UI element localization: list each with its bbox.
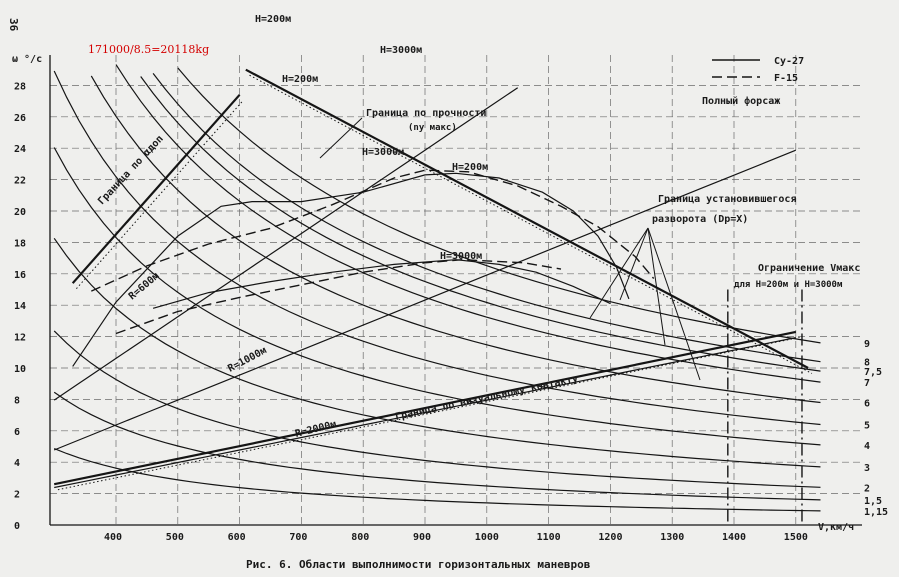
label-strength-sub: (nу макс) [408,123,457,133]
label-turn-boundary: Граница установившегося [658,194,796,205]
boundaries [53,68,813,525]
y-tick-label: 6 [14,427,20,438]
y-tick-label: 14 [14,301,26,312]
label-turn-boundary-sub: разворота (Dр=X) [652,214,748,225]
legend: Cy-27 F-15 Полный форсаж [702,56,804,107]
y-tick-label: 0 [14,521,20,532]
overload-curve [53,391,821,501]
overload-label: 7 [864,378,870,389]
y-axis-label: ω °/c [12,54,42,65]
overload-label: 7,5 [864,367,882,378]
label-h3000-lower: Н=3000м [440,251,482,262]
overload-label: 1,15 [864,507,888,518]
handwritten-note: 171000/8.5=20118kg [88,43,209,56]
turn-limit-curve [91,169,655,292]
x-tick-label: 800 [351,532,369,543]
y-tick-label: 10 [14,364,26,375]
x-tick-label: 1100 [537,532,561,543]
page-number: 36 [7,18,20,32]
legend-label-f15: F-15 [774,73,798,84]
overload-curve [90,75,821,404]
annotation-pointer [619,227,649,301]
label-h3000-mid: Н=3000м [362,147,404,158]
x-tick-label: 1000 [475,532,499,543]
overload-label: 6 [864,399,870,410]
annotation-pointer [647,227,666,346]
overload-label: 5 [864,421,870,432]
label-h3000-top: Н=3000м [380,45,422,56]
figure-caption: Рис. 6. Области выполнимости горизонталь… [246,558,590,571]
label-speed-limit-sub: для Н=200м и Н=3000м [734,280,843,290]
x-tick-label: 1200 [598,532,622,543]
y-tick-label: 2 [14,490,20,501]
y-tick-label: 26 [14,113,26,124]
label-radius-600: R=600м [127,271,162,303]
x-tick-label: 1500 [784,532,808,543]
x-tick-label: 1400 [722,532,746,543]
y-tick-label: 28 [14,81,26,92]
overload-curve [53,330,821,488]
label-h200-top: Н=200м [255,14,291,25]
turn-limit-curve [115,258,562,335]
overload-label: 8 [864,358,870,369]
y-tick-label: 12 [14,333,26,344]
radius-line [54,337,796,489]
curve-family [53,64,821,512]
radius-line [53,149,797,451]
boundary-line [71,94,241,284]
label-alpha-boundary: Граница по αдоп [96,133,166,207]
turn-limit-curve [72,172,630,367]
grid [50,55,862,525]
label-radius-1000: R=1000м [226,345,268,375]
x-tick-label: 900 [413,532,431,543]
boundary-line [245,68,809,369]
legend-subtitle: Полный форсаж [702,95,780,107]
overload-curve [53,237,821,468]
x-tick-label: 500 [166,532,184,543]
label-radius-2000: R=2000м [294,419,338,440]
y-tick-label: 4 [14,458,20,469]
overload-label: 2 [864,483,870,494]
y-tick-label: 16 [14,270,26,281]
annotation-pointer [589,227,649,319]
overload-curve [152,73,821,363]
overload-curve [115,64,821,383]
overload-label: 3 [864,463,870,474]
overload-label: 1,5 [864,496,882,507]
y-tick-label: 24 [14,144,26,155]
axes [49,55,862,526]
x-tick-label: 600 [228,532,246,543]
label-strength-boundary: Граница по прочности [366,108,486,119]
y-tick-label: 22 [14,176,26,187]
x-tick-label: 700 [289,532,307,543]
x-tick-label: 400 [104,532,122,543]
overload-label: 4 [864,441,870,452]
annotation-pointer [647,227,701,381]
overload-curve [53,147,821,446]
y-tick-label: 8 [14,395,20,406]
label-speed-limit: Ограничение Vмакс [758,263,860,274]
annotation-pointer [319,117,363,159]
label-h200-mid: Н=200м [282,74,318,85]
y-tick-label: 18 [14,238,26,249]
x-axis-label: V,км/ч [818,522,854,533]
overload-label: 9 [864,339,870,350]
label-h200-peak: Н=200м [452,162,488,173]
overload-curve [53,70,821,426]
overload-curve [53,448,821,512]
legend-label-su27: Cy-27 [774,56,804,67]
boundary-line [53,330,797,486]
overload-curve [140,76,821,372]
y-tick-label: 20 [14,207,26,218]
radius-line [53,87,519,401]
turn-limit-curve [152,259,611,309]
x-tick-label: 1300 [660,532,684,543]
